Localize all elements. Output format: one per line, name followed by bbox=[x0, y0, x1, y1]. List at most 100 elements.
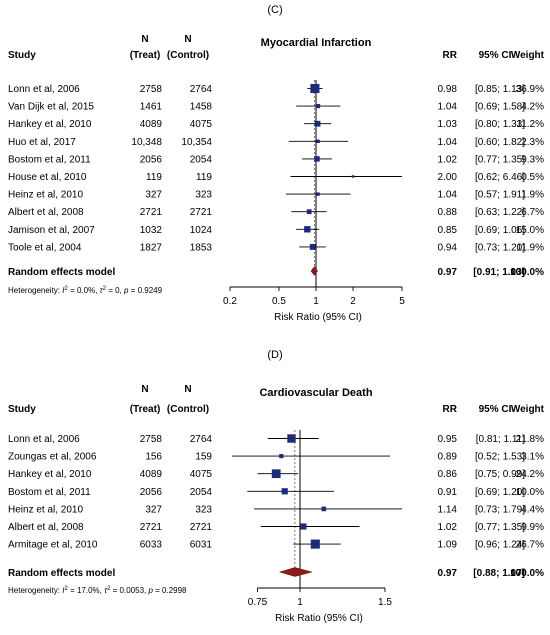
panel-2-row-2-weight: 3.1% bbox=[521, 452, 544, 463]
panel-2-header-n-control: N bbox=[184, 384, 191, 395]
panel-1-row-10-ci: [0.73; 1.20] bbox=[475, 242, 525, 253]
panel-2-row-3-rr: 0.86 bbox=[438, 469, 458, 480]
panel-1-row-5-n-control: 2054 bbox=[190, 154, 213, 165]
panel-1-header-control: (Control) bbox=[167, 50, 209, 61]
panel-2-row-5-study: Heinz et al, 2010 bbox=[8, 504, 83, 515]
panel-1-x-tick-label: 5 bbox=[399, 296, 405, 307]
panel-2-x-tick-label: 0.75 bbox=[248, 597, 268, 608]
panel-2-row-6-n-control: 2721 bbox=[190, 522, 213, 533]
panel-1-row-1-n-control: 2764 bbox=[190, 84, 213, 95]
panel-1-row-10-point-square bbox=[309, 243, 316, 250]
panel-2-row-2-rr: 0.89 bbox=[438, 452, 458, 463]
panel-2-plot-title: Cardiovascular Death bbox=[259, 387, 372, 399]
panel-2-row-4-point-square bbox=[281, 488, 288, 495]
panel-1-row-9-n-control: 1024 bbox=[190, 225, 213, 236]
panel-1-row-6-point-square bbox=[351, 175, 355, 178]
panel-1-row-8-weight: 6.7% bbox=[521, 207, 544, 218]
panel-2-row-5-rr: 1.14 bbox=[438, 504, 458, 515]
panel-1-row-4-n-treat: 10,348 bbox=[131, 137, 162, 148]
panel-2-header-treat: (Treat) bbox=[130, 404, 161, 415]
heterogeneity-part: 2 bbox=[103, 286, 107, 292]
panel-2-row-3-ci: [0.75; 0.99] bbox=[475, 469, 525, 480]
panel-1-row-6-study: House et al, 2010 bbox=[8, 172, 87, 183]
panel-1-row-9-study: Jamison et al, 2007 bbox=[8, 225, 95, 236]
panel-2-summary-ci: [0.88; 1.07] bbox=[473, 568, 525, 579]
panel-2-row-2-ci: [0.52; 1.53] bbox=[475, 452, 525, 463]
panel-2-row-5-weight: 4.4% bbox=[521, 504, 544, 515]
panel-2-row-5-n-control: 323 bbox=[195, 504, 212, 515]
panel-1-header-n-treat: N bbox=[141, 34, 148, 45]
panel-2-row-2-n-control: 159 bbox=[195, 452, 212, 463]
panel-2-row-4-weight: 10.0% bbox=[516, 487, 544, 498]
panel-1-row-10-n-treat: 1827 bbox=[140, 242, 163, 253]
panel-2-panel-label: (D) bbox=[267, 349, 282, 361]
heterogeneity-part: Heterogeneity: bbox=[8, 286, 62, 295]
panel-2-row-6-rr: 1.02 bbox=[438, 522, 458, 533]
panel-2-row-4-study: Bostom et al, 2011 bbox=[8, 487, 91, 498]
panel-2-row-3-point-square bbox=[271, 469, 281, 479]
panel-1-row-10-rr: 0.94 bbox=[438, 242, 458, 253]
panel-1-row-6-n-treat: 119 bbox=[146, 172, 162, 183]
panel-1-row-2-point-square bbox=[316, 104, 321, 109]
panel-2-header-ci: 95% CI bbox=[479, 404, 512, 415]
panel-2-row-7-ci: [0.96; 1.24] bbox=[475, 540, 525, 551]
panel-2-row-3-weight: 24.2% bbox=[516, 469, 544, 480]
panel-2-header-rr: RR bbox=[443, 404, 458, 415]
panel-1-row-6-n-control: 119 bbox=[196, 172, 212, 183]
panel-2-row-5-ci: [0.73; 1.79] bbox=[475, 504, 525, 515]
panel-1-x-tick-label: 1 bbox=[313, 296, 319, 307]
panel-1-row-7-weight: 1.9% bbox=[521, 190, 544, 201]
heterogeneity-part: = 17.0%, bbox=[68, 586, 104, 595]
panel-2-heterogeneity-text: Heterogeneity: I2 = 17.0%, τ2 = 0.0053, … bbox=[8, 586, 187, 595]
heterogeneity-part: = 0.9249 bbox=[128, 286, 162, 295]
panel-1-summary-diamond bbox=[310, 266, 318, 276]
panel-1-summary-label: Random effects model bbox=[8, 267, 115, 278]
panel-1-header-study: Study bbox=[8, 50, 36, 61]
heterogeneity-part: = 0.0053, bbox=[110, 586, 148, 595]
panel-1-header-treat: (Treat) bbox=[130, 50, 161, 61]
panel-1-row-4-point-square bbox=[316, 139, 320, 144]
panel-2-row-7-n-treat: 6033 bbox=[140, 540, 163, 551]
panel-2-header-weight: Weight bbox=[511, 404, 545, 415]
panel-1-row-4-ci: [0.60; 1.82] bbox=[475, 137, 525, 148]
panel-1-x-tick-label: 0.2 bbox=[223, 296, 237, 307]
panel-2-row-3-n-treat: 4089 bbox=[140, 469, 163, 480]
panel-2-row-7-point-square bbox=[310, 539, 320, 549]
panel-1-row-2-ci: [0.69; 1.58] bbox=[475, 102, 525, 113]
panel-1-row-3-point-square bbox=[314, 120, 321, 127]
panel-2-summary-label: Random effects model bbox=[8, 568, 115, 579]
panel-1-row-5-point-square bbox=[314, 156, 320, 162]
panel-1-header-n-control: N bbox=[184, 34, 191, 45]
panel-1-row-9-point-square bbox=[304, 226, 311, 233]
panel-1-row-8-study: Albert et al, 2008 bbox=[8, 207, 84, 218]
panel-1-row-1-point-square bbox=[310, 83, 320, 94]
panel-1-row-2-n-treat: 1461 bbox=[140, 102, 163, 113]
panel-1-row-6-weight: 0.5% bbox=[521, 172, 544, 183]
heterogeneity-part: τ bbox=[100, 286, 104, 295]
panel-2-summary-diamond bbox=[278, 567, 313, 577]
heterogeneity-part: 2 bbox=[65, 586, 69, 592]
panel-1-row-7-point-square bbox=[316, 192, 320, 196]
panel-1-row-3-n-control: 4075 bbox=[190, 119, 213, 130]
panel-1-row-7-n-control: 323 bbox=[195, 190, 212, 201]
panel-2-row-4-ci: [0.69; 1.20] bbox=[475, 487, 525, 498]
panel-2-x-axis-label: Risk Ratio (95% CI) bbox=[275, 613, 363, 624]
panel-1-row-1-n-treat: 2758 bbox=[140, 84, 163, 95]
panel-2-header-control: (Control) bbox=[167, 404, 209, 415]
panel-2-header-n-treat: N bbox=[141, 384, 148, 395]
panel-1-row-7-study: Heinz et al, 2010 bbox=[8, 190, 83, 201]
panel-2-row-1-weight: 21.8% bbox=[516, 434, 544, 445]
panel-1-row-8-n-control: 2721 bbox=[190, 207, 213, 218]
panel-1-row-5-weight: 9.3% bbox=[521, 154, 544, 165]
panel-2-row-4-n-control: 2054 bbox=[190, 487, 213, 498]
panel-2-row-2-study: Zoungas et al, 2006 bbox=[8, 452, 97, 463]
panel-1-row-10-study: Toole et al, 2004 bbox=[8, 242, 82, 253]
panel-1-row-9-ci: [0.69; 1.06] bbox=[475, 225, 525, 236]
panel-1-plot-title: Myocardial Infarction bbox=[261, 37, 372, 49]
panel-1-row-6-ci: [0.62; 6.46] bbox=[475, 172, 525, 183]
panel-1-row-6-rr: 2.00 bbox=[438, 172, 458, 183]
panel-2-row-1-rr: 0.95 bbox=[438, 434, 458, 445]
panel-1-row-10-weight: 11.9% bbox=[516, 242, 544, 253]
panel-2-row-1-point-square bbox=[287, 434, 296, 443]
